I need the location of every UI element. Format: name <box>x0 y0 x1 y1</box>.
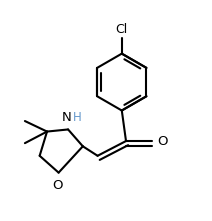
Text: Cl: Cl <box>116 23 128 36</box>
Text: N: N <box>62 111 72 124</box>
Text: O: O <box>52 179 63 192</box>
Text: O: O <box>157 135 167 148</box>
Text: H: H <box>73 111 82 124</box>
